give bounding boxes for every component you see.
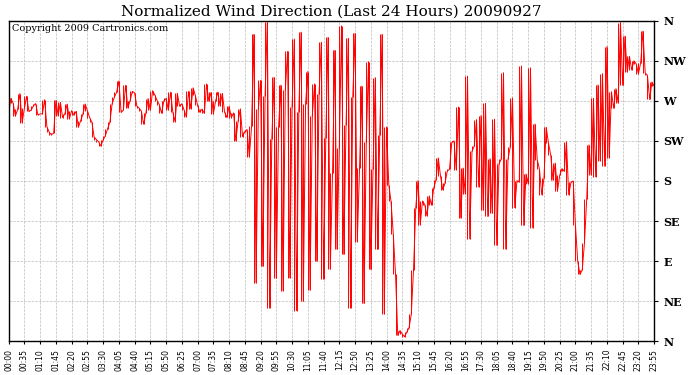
Text: Copyright 2009 Cartronics.com: Copyright 2009 Cartronics.com: [12, 24, 168, 33]
Title: Normalized Wind Direction (Last 24 Hours) 20090927: Normalized Wind Direction (Last 24 Hours…: [121, 4, 542, 18]
